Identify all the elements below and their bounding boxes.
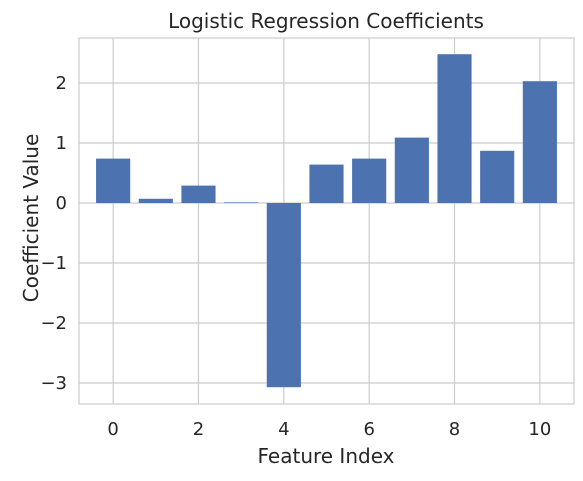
- x-axis-label: Feature Index: [258, 444, 395, 468]
- x-tick-labels: 0 2 4 6 8 10: [107, 419, 551, 440]
- y-tick-label: −1: [40, 253, 67, 274]
- bar-feature-10: [522, 81, 557, 203]
- x-tick-label: 4: [278, 419, 289, 440]
- bars: [96, 54, 557, 388]
- bar-feature-2: [181, 185, 216, 203]
- plot-frame: [78, 37, 575, 405]
- bar-feature-4: [266, 203, 301, 388]
- bar-feature-0: [96, 158, 131, 203]
- bar-feature-1: [138, 198, 173, 203]
- bar-feature-3: [224, 202, 259, 203]
- bar-feature-8: [437, 54, 472, 204]
- x-tick-label: 8: [449, 419, 460, 440]
- y-tick-label: −2: [40, 313, 67, 334]
- bar-feature-5: [309, 164, 344, 203]
- x-tick-label: 0: [107, 419, 118, 440]
- bar-feature-7: [394, 137, 429, 203]
- y-tick-labels: −3 −2 −1 0 1 2: [40, 73, 67, 394]
- bar-feature-9: [480, 150, 515, 203]
- y-tick-label: −3: [40, 373, 67, 394]
- y-tick-label: 1: [56, 133, 67, 154]
- chart-title: Logistic Regression Coefficients: [168, 9, 484, 33]
- bar-feature-6: [352, 158, 387, 203]
- x-tick-label: 6: [363, 419, 374, 440]
- x-tick-label: 2: [193, 419, 204, 440]
- y-axis-label: Coefficient Value: [19, 134, 43, 303]
- y-tick-label: 2: [56, 73, 67, 94]
- x-tick-label: 10: [528, 419, 551, 440]
- y-tick-label: 0: [56, 193, 67, 214]
